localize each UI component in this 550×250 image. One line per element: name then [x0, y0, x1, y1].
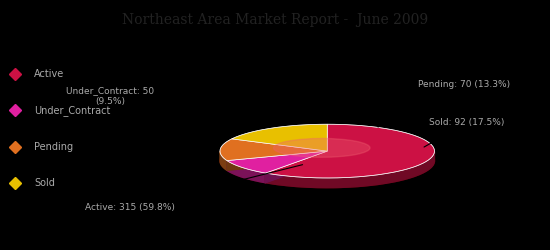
Text: Pending: Pending	[34, 142, 73, 152]
Text: Pending: 70 (13.3%): Pending: 70 (13.3%)	[378, 80, 510, 127]
Polygon shape	[227, 160, 266, 183]
Polygon shape	[232, 124, 327, 151]
Polygon shape	[266, 151, 327, 183]
Text: Under_Contract: 50
(9.5%): Under_Contract: 50 (9.5%)	[66, 86, 260, 128]
Polygon shape	[266, 152, 434, 188]
Text: Active: 315 (59.8%): Active: 315 (59.8%)	[85, 165, 302, 212]
Polygon shape	[220, 151, 227, 170]
Text: Under_Contract: Under_Contract	[34, 105, 110, 116]
Polygon shape	[266, 124, 434, 178]
Text: Active: Active	[34, 69, 64, 79]
Text: Sold: 92 (17.5%): Sold: 92 (17.5%)	[424, 118, 504, 147]
Polygon shape	[227, 151, 327, 170]
Polygon shape	[266, 151, 327, 183]
Polygon shape	[220, 139, 327, 160]
Polygon shape	[227, 151, 327, 173]
Text: Sold: Sold	[34, 178, 55, 188]
Text: Northeast Area Market Report -  June 2009: Northeast Area Market Report - June 2009	[122, 13, 428, 27]
Ellipse shape	[220, 134, 434, 188]
Ellipse shape	[273, 138, 370, 157]
Polygon shape	[227, 151, 327, 170]
